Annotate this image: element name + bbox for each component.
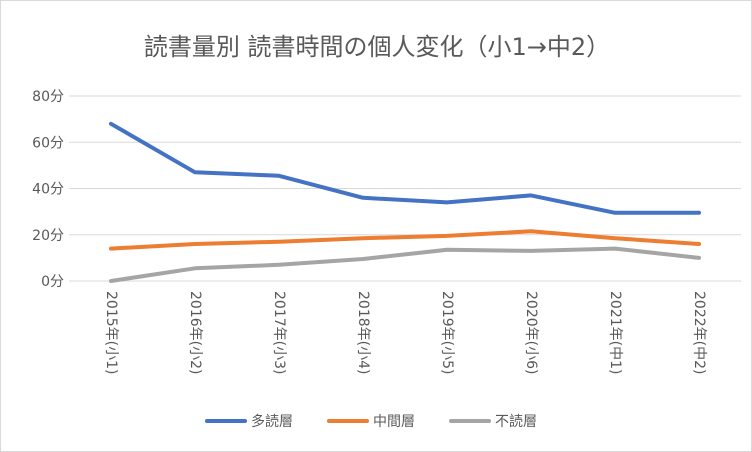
legend-label-3: 不読層 bbox=[495, 413, 537, 430]
legend: 多読層 中間層 不読層 bbox=[205, 413, 537, 430]
x-tick-label: 2020年(小6) bbox=[523, 291, 539, 374]
y-axis-tick-labels: 0分 20分 40分 60分 80分 bbox=[32, 89, 64, 290]
x-tick-label: 2018年(小4) bbox=[355, 291, 371, 374]
y-tick-label: 80分 bbox=[32, 89, 64, 105]
series-line-2 bbox=[109, 229, 701, 251]
y-tick-label: 40分 bbox=[32, 182, 64, 198]
x-tick-label: 2019年(小5) bbox=[439, 291, 455, 374]
x-tick-label: 2015年(小1) bbox=[103, 291, 119, 374]
series-lines bbox=[109, 121, 701, 283]
y-tick-label: 60分 bbox=[32, 135, 64, 151]
legend-label-1: 多読層 bbox=[251, 413, 293, 430]
x-tick-label: 2021年(中1) bbox=[607, 291, 623, 374]
chart-title: 読書量別 読書時間の個人変化（小1→中2） bbox=[143, 33, 611, 61]
x-axis-tick-labels: 2015年(小1) 2016年(小2) 2017年(小3) 2018年(小4) 2019… bbox=[103, 291, 707, 374]
x-tick-label: 2017年(小3) bbox=[271, 291, 287, 374]
x-tick-label: 2016年(小2) bbox=[187, 291, 203, 374]
series-line-3 bbox=[109, 246, 701, 283]
y-tick-label: 0分 bbox=[41, 274, 64, 290]
x-tick-label: 2022年(中2) bbox=[691, 291, 707, 374]
gridlines bbox=[69, 95, 741, 282]
series-line-1 bbox=[109, 121, 701, 215]
y-tick-label: 20分 bbox=[32, 228, 64, 244]
legend-label-2: 中間層 bbox=[373, 414, 415, 430]
